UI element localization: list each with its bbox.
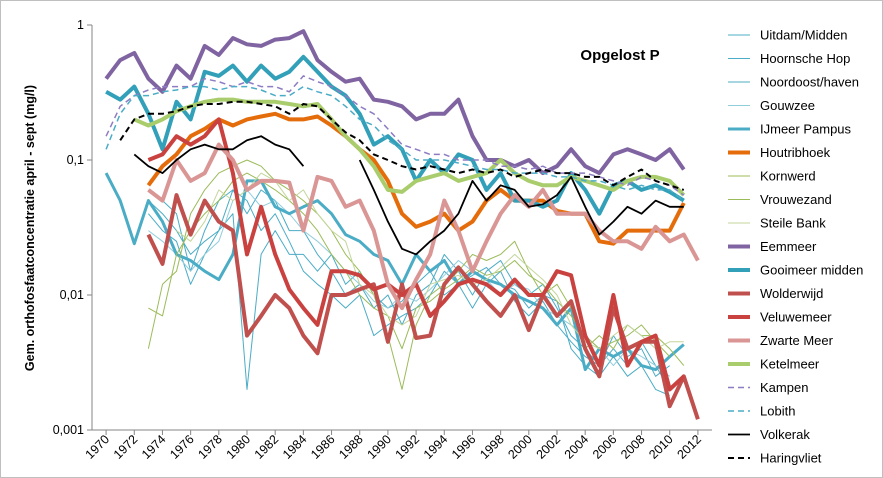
legend-label: Ketelmeer bbox=[760, 357, 820, 372]
legend-label: Houtribhoek bbox=[760, 145, 831, 160]
series-line bbox=[176, 172, 684, 350]
series-line bbox=[105, 75, 685, 196]
legend-label: Lobith bbox=[760, 404, 795, 419]
series-line bbox=[104, 29, 686, 176]
series-line bbox=[146, 111, 686, 246]
legend-label: Noordoost/haven bbox=[760, 75, 859, 90]
series-line bbox=[105, 85, 685, 202]
legend-label: Kornwerd bbox=[760, 169, 816, 184]
legend-label: Kampen bbox=[760, 380, 808, 395]
legend-label: Zwarte Meer bbox=[760, 333, 834, 348]
legend-label: Gouwzee bbox=[760, 98, 815, 113]
series-line bbox=[146, 193, 700, 420]
annotation: Opgelost P bbox=[580, 47, 659, 64]
legend-label: Volkerak bbox=[760, 427, 810, 442]
legend-label: Eemmeer bbox=[760, 239, 817, 254]
series-line bbox=[119, 100, 685, 191]
series-line bbox=[147, 117, 686, 392]
legend-label: Vrouwezand bbox=[760, 192, 832, 207]
series-line bbox=[133, 135, 684, 256]
legend-label: Haringvliet bbox=[760, 451, 822, 466]
series-line bbox=[147, 159, 685, 390]
legend-label: Hoornsche Hop bbox=[760, 51, 850, 66]
y-tick-label: 1 bbox=[77, 18, 84, 32]
series-line bbox=[104, 172, 685, 372]
y-tick-label: 0,001 bbox=[53, 423, 84, 437]
y-tick-label: 0,1 bbox=[67, 153, 84, 167]
y-axis-label: Gem. orthofosfaatconcentratie april - se… bbox=[23, 85, 37, 371]
y-tick-label: 0,01 bbox=[60, 288, 84, 302]
legend-label: Steile Bank bbox=[760, 216, 826, 231]
series-line bbox=[133, 97, 686, 197]
legend-label: Uitdam/Midden bbox=[760, 28, 847, 43]
series-line bbox=[147, 142, 700, 311]
legend-label: Wolderwijd bbox=[760, 286, 823, 301]
legend-label: Gooimeer midden bbox=[760, 263, 863, 278]
legend-label: IJmeer Pampus bbox=[760, 122, 852, 137]
legend-label: Veluwemeer bbox=[760, 310, 832, 325]
